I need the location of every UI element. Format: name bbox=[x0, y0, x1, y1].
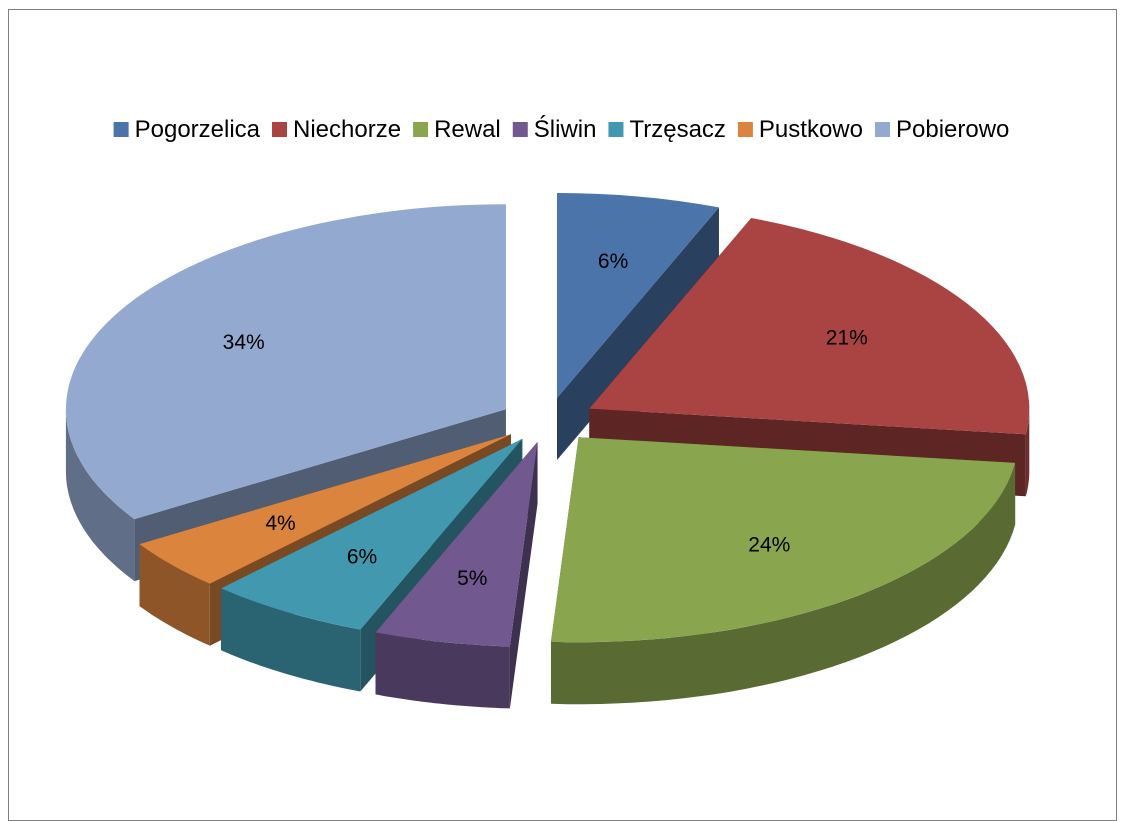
slice-side bbox=[551, 462, 1016, 705]
legend-swatch bbox=[512, 122, 528, 137]
slice-top bbox=[375, 441, 538, 647]
slice-side bbox=[509, 441, 538, 709]
slice-pogorzelica bbox=[556, 193, 719, 461]
legend-swatch bbox=[608, 122, 624, 137]
slice-top bbox=[139, 434, 512, 584]
slice-top bbox=[550, 437, 1016, 643]
slice-top bbox=[221, 438, 523, 630]
slice-top bbox=[589, 218, 1030, 435]
legend-swatch bbox=[737, 122, 753, 137]
legend-label: Pobierowo bbox=[896, 116, 1009, 143]
data-label-pogorzelica: 6% bbox=[598, 250, 628, 273]
slice-side bbox=[139, 544, 210, 646]
data-label-trzesacz: 6% bbox=[347, 546, 377, 569]
slice-side bbox=[221, 588, 361, 692]
legend-label: Śliwin bbox=[534, 115, 597, 143]
data-label-rewal: 24% bbox=[748, 534, 790, 557]
slice-top bbox=[556, 193, 719, 399]
legend-item-pustkowo: Pustkowo bbox=[737, 116, 863, 143]
legend-label: Pogorzelica bbox=[135, 116, 261, 143]
slice-rewal bbox=[550, 437, 1016, 705]
slice-side bbox=[556, 207, 719, 461]
legend-item-pobierowo: Pobierowo bbox=[874, 116, 1009, 143]
pie-slices bbox=[65, 193, 1030, 709]
slice-side bbox=[375, 632, 510, 709]
legend-swatch bbox=[413, 122, 429, 137]
slice-sliwin bbox=[375, 441, 538, 709]
slice-side bbox=[65, 409, 135, 582]
data-labels: 6% 21% 24% 5% 6% 4% 34% bbox=[223, 250, 868, 590]
legend-swatch bbox=[874, 122, 890, 137]
legend-swatch bbox=[272, 122, 288, 137]
legend-label: Trzęsacz bbox=[629, 116, 725, 143]
legend-swatch bbox=[113, 122, 129, 137]
data-label-pobierowo: 34% bbox=[223, 331, 265, 354]
data-label-pustkowo: 4% bbox=[265, 512, 295, 535]
slice-side bbox=[1025, 408, 1030, 497]
legend-label: Niechorze bbox=[293, 116, 401, 143]
legend-item-trzesacz: Trzęsacz bbox=[608, 116, 726, 143]
legend-label: Rewal bbox=[434, 116, 501, 143]
legend-item-pogorzelica: Pogorzelica bbox=[113, 116, 261, 143]
legend-item-rewal: Rewal bbox=[413, 116, 501, 143]
legend-item-niechorze: Niechorze bbox=[272, 116, 401, 143]
slice-top bbox=[65, 204, 506, 520]
data-label-niechorze: 21% bbox=[826, 327, 868, 350]
data-label-sliwin: 5% bbox=[457, 567, 487, 590]
legend-item-sliwin: Śliwin bbox=[512, 115, 597, 143]
chart-legend: Pogorzelica Niechorze Rewal Śliwin Trzęsacz P… bbox=[113, 115, 1009, 143]
legend-label: Pustkowo bbox=[759, 116, 863, 143]
